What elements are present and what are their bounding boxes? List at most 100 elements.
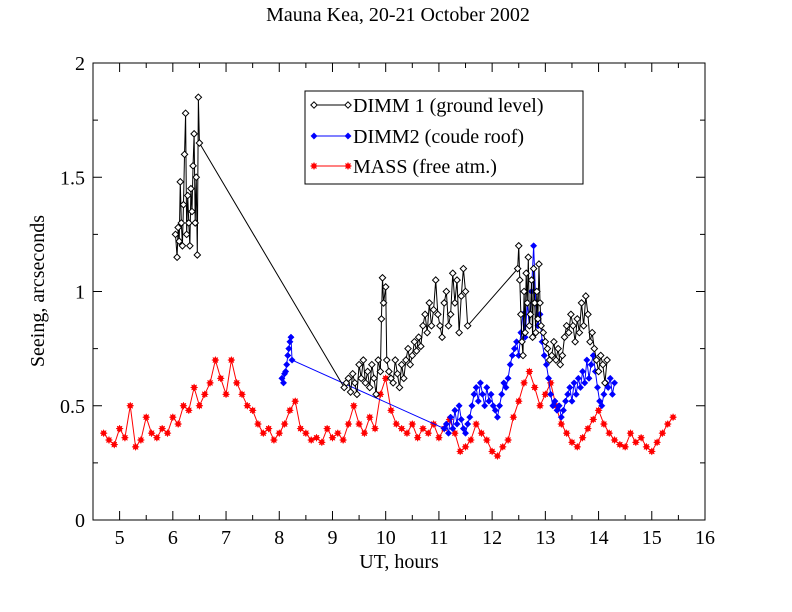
data-point	[603, 356, 611, 364]
data-point	[194, 93, 203, 102]
data-point	[572, 390, 580, 398]
data-point	[513, 338, 521, 346]
data-point	[510, 345, 519, 353]
data-point	[419, 321, 427, 330]
y-tick-label: 0.5	[60, 396, 85, 418]
data-point	[451, 406, 459, 414]
data-point	[631, 438, 641, 447]
data-point	[404, 344, 412, 353]
data-point	[514, 396, 523, 406]
data-point	[232, 378, 241, 388]
data-point	[457, 415, 465, 424]
data-point	[541, 337, 550, 346]
series-layer	[99, 93, 678, 461]
data-point	[527, 276, 536, 284]
data-point	[120, 433, 130, 442]
data-point	[442, 287, 451, 296]
data-point	[560, 333, 569, 342]
data-point	[104, 435, 114, 445]
data-point	[136, 435, 146, 445]
data-point	[531, 328, 540, 337]
x-tick-label: 11	[429, 527, 448, 549]
data-point	[141, 412, 151, 422]
data-point	[578, 433, 587, 442]
data-point	[471, 419, 481, 429]
data-point	[348, 369, 357, 378]
data-point	[493, 451, 502, 461]
data-point	[182, 230, 191, 239]
data-point	[594, 367, 603, 376]
data-point	[110, 440, 119, 449]
data-point	[338, 435, 348, 445]
data-point	[598, 402, 606, 410]
data-point	[393, 369, 402, 378]
data-point	[557, 413, 565, 421]
data-point	[173, 253, 181, 262]
data-point	[449, 425, 457, 433]
data-point	[542, 361, 550, 369]
x-tick-label: 7	[221, 527, 231, 549]
data-point	[455, 447, 465, 456]
data-point	[506, 361, 514, 369]
data-point	[481, 402, 489, 410]
data-point	[444, 321, 453, 330]
x-tick-label: 16	[695, 527, 715, 549]
data-point	[626, 428, 635, 438]
data-point	[412, 347, 421, 355]
data-point	[179, 200, 188, 209]
data-point	[579, 321, 588, 330]
data-point	[446, 310, 455, 319]
data-point	[658, 428, 667, 438]
data-point	[427, 321, 436, 330]
data-point	[477, 428, 486, 438]
data-point	[275, 428, 284, 438]
data-point	[571, 337, 580, 346]
data-point	[195, 401, 204, 410]
data-point	[610, 435, 619, 445]
data-point	[514, 241, 523, 250]
data-point	[590, 344, 599, 353]
data-point	[381, 283, 390, 291]
data-point	[248, 406, 257, 415]
legend-box	[304, 90, 584, 185]
data-point	[440, 299, 449, 307]
data-point	[408, 419, 417, 429]
legend-label: DIMM2 (coude roof)	[353, 126, 524, 148]
data-point	[620, 442, 630, 452]
data-point	[528, 333, 537, 342]
data-point	[317, 438, 327, 447]
data-point	[543, 344, 552, 353]
data-point	[448, 269, 457, 278]
data-point	[636, 433, 646, 442]
data-point	[557, 419, 566, 429]
data-point	[306, 435, 316, 445]
data-point	[444, 429, 453, 437]
data-point	[421, 310, 429, 319]
data-point	[521, 328, 530, 337]
data-point	[668, 412, 678, 422]
data-point	[288, 356, 296, 364]
data-point	[551, 397, 559, 405]
y-axis: 0 0.5 1 1.5 2	[60, 53, 705, 532]
x-tick-label: 6	[168, 527, 178, 549]
data-point	[577, 299, 586, 307]
y-tick-label: 2	[75, 53, 85, 75]
data-point	[424, 428, 433, 438]
chart-title: Mauna Kea, 20-21 October 2002	[266, 4, 530, 26]
data-point	[333, 428, 343, 438]
x-tick-label: 13	[535, 527, 555, 549]
y-tick-label: 1.5	[60, 167, 85, 189]
x-tick-label: 8	[274, 527, 284, 549]
y-axis-label: Seeing, arcseconds	[27, 215, 49, 367]
data-point	[361, 378, 370, 387]
data-point	[381, 374, 390, 383]
data-point	[606, 374, 614, 382]
data-point	[285, 406, 295, 415]
data-point	[282, 367, 290, 376]
data-point	[581, 292, 590, 300]
data-point	[604, 383, 612, 392]
data-point	[579, 367, 587, 376]
data-point	[573, 442, 582, 452]
x-axis-label: UT, hours	[359, 551, 439, 573]
data-point	[413, 433, 422, 442]
